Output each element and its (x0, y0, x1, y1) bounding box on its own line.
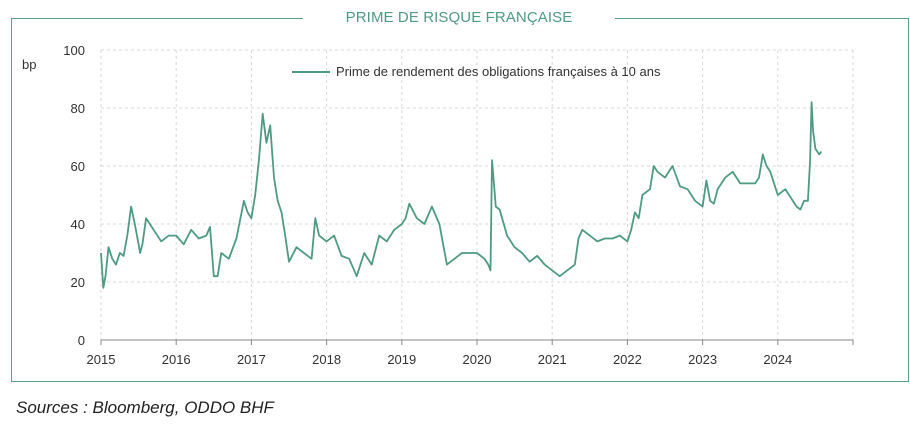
x-tick-label: 2023 (688, 352, 717, 367)
y-tick-label: 20 (71, 275, 85, 290)
series-layer (100, 101, 823, 289)
source-note: Sources : Bloomberg, ODDO BHF (16, 398, 274, 417)
y-axis-label: bp (22, 57, 36, 72)
y-tick-label: 80 (71, 101, 85, 116)
legend: Prime de rendement des obligations franç… (292, 64, 661, 79)
x-tick-label: 2020 (463, 352, 492, 367)
axes (100, 339, 854, 345)
y-tick-label: 40 (71, 217, 85, 232)
y-tick-label: 100 (63, 43, 85, 58)
x-tick-label: 2018 (312, 352, 341, 367)
y-tick-label: 60 (71, 159, 85, 174)
x-tick-labels: 2015 2016 2017 2018 2019 2020 2021 2022 2023 2024 (87, 352, 793, 367)
x-tick-label: 2015 (87, 352, 116, 367)
legend-label: Prime de rendement des obligations franç… (336, 64, 661, 79)
series-line (100, 101, 823, 289)
y-tick-labels: 0 20 40 60 80 100 (63, 43, 85, 348)
grid-lines (100, 49, 854, 340)
y-tick-label: 0 (78, 333, 85, 348)
x-tick-label: 2019 (387, 352, 416, 367)
x-tick-label: 2016 (162, 352, 191, 367)
x-tick-label: 2017 (237, 352, 266, 367)
chart-title: PRIME DE RISQUE FRANÇAISE (303, 6, 615, 30)
x-tick-label: 2024 (763, 352, 792, 367)
x-tick-label: 2021 (538, 352, 567, 367)
x-tick-label: 2022 (613, 352, 642, 367)
